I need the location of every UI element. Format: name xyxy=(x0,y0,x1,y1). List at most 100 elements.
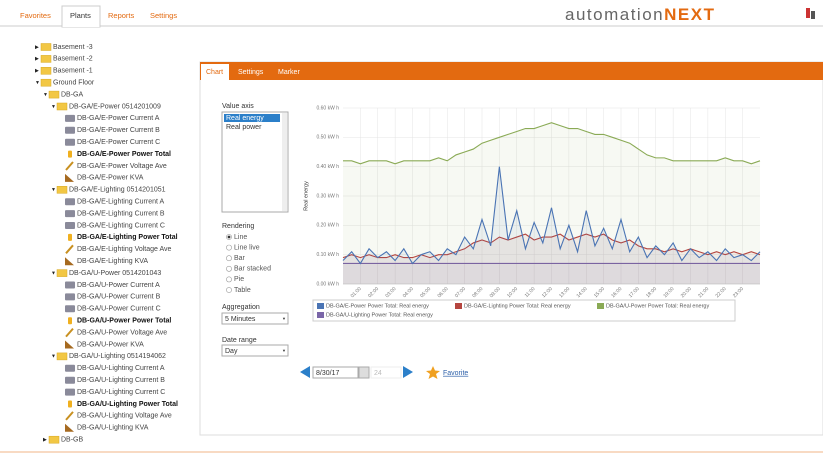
tree-item[interactable]: Ground Floor xyxy=(53,80,95,87)
exit-icon-door xyxy=(811,11,815,19)
tree-item[interactable]: DB-GA/E-Power Voltage Ave xyxy=(77,163,167,170)
rendering-option[interactable]: Line xyxy=(234,234,247,241)
rendering-option[interactable]: Pie xyxy=(234,276,244,283)
tree-toggle[interactable]: ▼ xyxy=(51,354,56,360)
meter-icon xyxy=(65,376,75,384)
kva-icon xyxy=(65,340,74,349)
tree-toggle[interactable]: ▼ xyxy=(51,187,56,193)
tree-item[interactable]: DB-GA/E-Lighting Current C xyxy=(77,222,165,229)
exit-icon[interactable] xyxy=(806,8,810,18)
tree-item[interactable]: DB-GA/U-Power Voltage Ave xyxy=(77,329,167,336)
tree-item[interactable]: DB-GA/U-Power Power Total xyxy=(77,318,171,325)
tree-item[interactable]: DB-GA/E-Lighting Current A xyxy=(77,199,164,206)
radio[interactable] xyxy=(226,287,232,293)
tree-toggle[interactable]: ▼ xyxy=(35,80,40,86)
tree-toggle[interactable]: ▶ xyxy=(43,437,47,443)
prev-arrow[interactable] xyxy=(300,366,310,378)
value-axis-list[interactable] xyxy=(221,111,289,213)
value-axis-option[interactable]: Real power xyxy=(226,124,262,131)
folder-icon xyxy=(40,43,52,51)
y-tick-label: 0.20 kW h xyxy=(316,223,339,229)
tree-item[interactable]: DB-GA/U-Lighting Current C xyxy=(77,389,165,396)
date-range-label: Date range xyxy=(222,337,257,344)
tree-toggle[interactable]: ▼ xyxy=(51,270,56,276)
tree-item[interactable]: Basement -1 xyxy=(53,68,93,75)
tree-item[interactable]: DB-GA/U-Power Current A xyxy=(77,282,160,289)
series-area xyxy=(343,122,760,285)
rendering-option[interactable]: Bar stacked xyxy=(234,266,271,273)
nav-tab[interactable]: Plants xyxy=(70,11,91,20)
voltage-icon xyxy=(65,161,74,171)
tree-item[interactable]: DB-GA/E-Power Power Total xyxy=(77,151,171,158)
tree-item[interactable]: DB-GA/U-Power Current C xyxy=(77,306,161,313)
tree-item[interactable]: DB-GA/E-Lighting Voltage Ave xyxy=(77,246,172,253)
legend-label: DB-GA/U-Power Power Total: Real energy xyxy=(606,303,709,309)
tree-item[interactable]: DB-GA/U-Lighting Current B xyxy=(77,377,165,384)
tree-item[interactable]: Basement -3 xyxy=(53,44,93,51)
y-axis-label: Real energy xyxy=(303,181,309,211)
tree-item[interactable]: DB-GB xyxy=(61,437,84,444)
panel-tab[interactable]: Chart xyxy=(206,69,223,76)
tree-item[interactable]: DB-GA/E-Power KVA xyxy=(77,175,144,182)
tree-item[interactable]: DB-GA/U-Lighting Power Total xyxy=(77,401,178,408)
radio[interactable] xyxy=(226,276,232,283)
date-input[interactable] xyxy=(312,366,359,379)
panel-tab[interactable]: Settings xyxy=(238,69,264,76)
rendering-option[interactable]: Bar xyxy=(234,255,246,262)
series-line xyxy=(342,166,761,265)
voltage-icon xyxy=(65,411,74,421)
legend-label: DB-GA/E-Lighting Power Total: Real energ… xyxy=(464,303,571,309)
folder-icon xyxy=(56,352,68,361)
tree-item[interactable]: DB-GA/E-Lighting 0514201051 xyxy=(69,187,166,194)
tree-item[interactable]: DB-GA/U-Lighting 0514194062 xyxy=(69,353,166,360)
tree-item[interactable]: DB-GA/U-Power KVA xyxy=(77,341,144,348)
radio[interactable] xyxy=(226,265,232,272)
tree-item[interactable]: DB-GA/U-Lighting KVA xyxy=(77,425,149,432)
tree-item[interactable]: DB-GA/E-Power Current A xyxy=(77,115,160,122)
aggregation-value: 5 Minutes xyxy=(225,316,256,323)
tree-item[interactable]: DB-GA xyxy=(61,91,84,98)
meter-icon xyxy=(65,305,75,313)
tree-toggle[interactable]: ▶ xyxy=(35,44,39,50)
tree-item[interactable]: DB-GA/E-Lighting Power Total xyxy=(77,234,178,241)
kva-icon xyxy=(65,173,74,182)
legend-swatch xyxy=(317,312,324,318)
tree-item[interactable]: DB-GA/E-Power 0514201009 xyxy=(69,103,161,110)
y-tick-label: 0.10 kW h xyxy=(316,252,339,258)
panel-tab[interactable]: Marker xyxy=(278,69,300,76)
aggregation-select[interactable] xyxy=(221,312,289,325)
radio[interactable] xyxy=(226,255,232,262)
folder-icon xyxy=(56,102,68,111)
tree-item[interactable]: DB-GA/U-Lighting Current A xyxy=(77,365,165,372)
meter-icon xyxy=(65,293,75,301)
next-arrow[interactable] xyxy=(403,366,413,378)
tree-item[interactable]: DB-GA/E-Power Current C xyxy=(77,139,160,146)
tree-item[interactable]: DB-GA/E-Lighting Current B xyxy=(77,210,165,217)
meter-icon xyxy=(65,138,75,146)
favorite-star[interactable] xyxy=(426,366,440,379)
tree-toggle[interactable]: ▶ xyxy=(35,56,39,62)
nav-tab[interactable]: Favorites xyxy=(20,11,51,20)
tree-toggle[interactable]: ▼ xyxy=(43,92,48,98)
nav-tab[interactable]: Settings xyxy=(150,11,177,20)
rendering-option[interactable]: Line live xyxy=(234,244,260,251)
tree-item[interactable]: Basement -2 xyxy=(53,56,93,63)
tree-item[interactable]: DB-GA/E-Power Current B xyxy=(77,127,160,134)
kva-icon xyxy=(65,257,74,266)
radio[interactable] xyxy=(226,244,232,251)
tree-item[interactable]: DB-GA/E-Lighting KVA xyxy=(77,258,148,265)
rendering-option[interactable]: Table xyxy=(234,287,251,294)
tree-toggle[interactable]: ▶ xyxy=(35,68,39,74)
tree-item[interactable]: DB-GA/U-Power Current B xyxy=(77,294,161,301)
value-axis-option[interactable]: Real energy xyxy=(226,115,264,122)
calendar-button[interactable] xyxy=(358,366,370,379)
brand-light: automation xyxy=(565,5,664,24)
tree-item[interactable]: DB-GA/U-Power 0514201043 xyxy=(69,270,161,277)
total-icon xyxy=(68,317,72,325)
nav-tab[interactable]: Reports xyxy=(108,11,135,20)
date-value: 8/30/17 xyxy=(316,370,339,377)
tree-item[interactable]: DB-GA/U-Lighting Voltage Ave xyxy=(77,413,172,420)
tree-toggle[interactable]: ▼ xyxy=(51,104,56,110)
favorite-link[interactable]: Favorite xyxy=(443,370,468,377)
date-range-select[interactable] xyxy=(221,344,289,357)
